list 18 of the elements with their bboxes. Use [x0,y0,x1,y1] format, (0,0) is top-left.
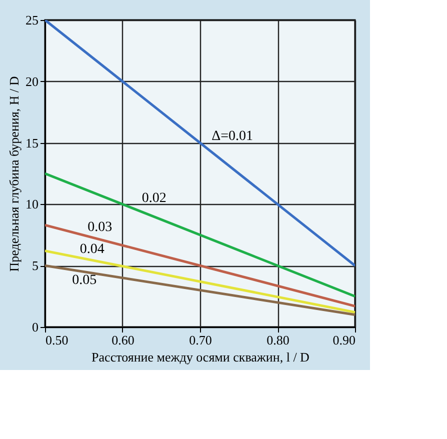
x-axis-title: Расстояние между осями скважин, l / D [92,350,310,364]
y-tick-label: 25 [26,12,38,28]
series-label: 0.05 [72,272,97,288]
y-tick-label: 20 [26,74,38,89]
series-label: 0.03 [88,220,112,236]
y-tick-label: 10 [26,196,38,212]
series-label: Δ=0.01 [212,129,254,144]
series-label: 0.04 [80,242,104,257]
y-tick-label: 15 [26,135,38,150]
x-tick-label: 0.70 [189,332,212,348]
x-tick-label: 0.60 [112,332,134,348]
x-tick-label: 0.90 [332,332,356,348]
y-tick-label: 0 [32,320,38,334]
y-tick-label: 5 [32,258,38,274]
y-axis-title: Предельная глубина бурения, H / D [6,76,22,272]
series-label: 0.02 [142,190,166,206]
x-tick-label: 0.50 [46,332,68,348]
x-tick-label: 0.80 [266,332,290,348]
